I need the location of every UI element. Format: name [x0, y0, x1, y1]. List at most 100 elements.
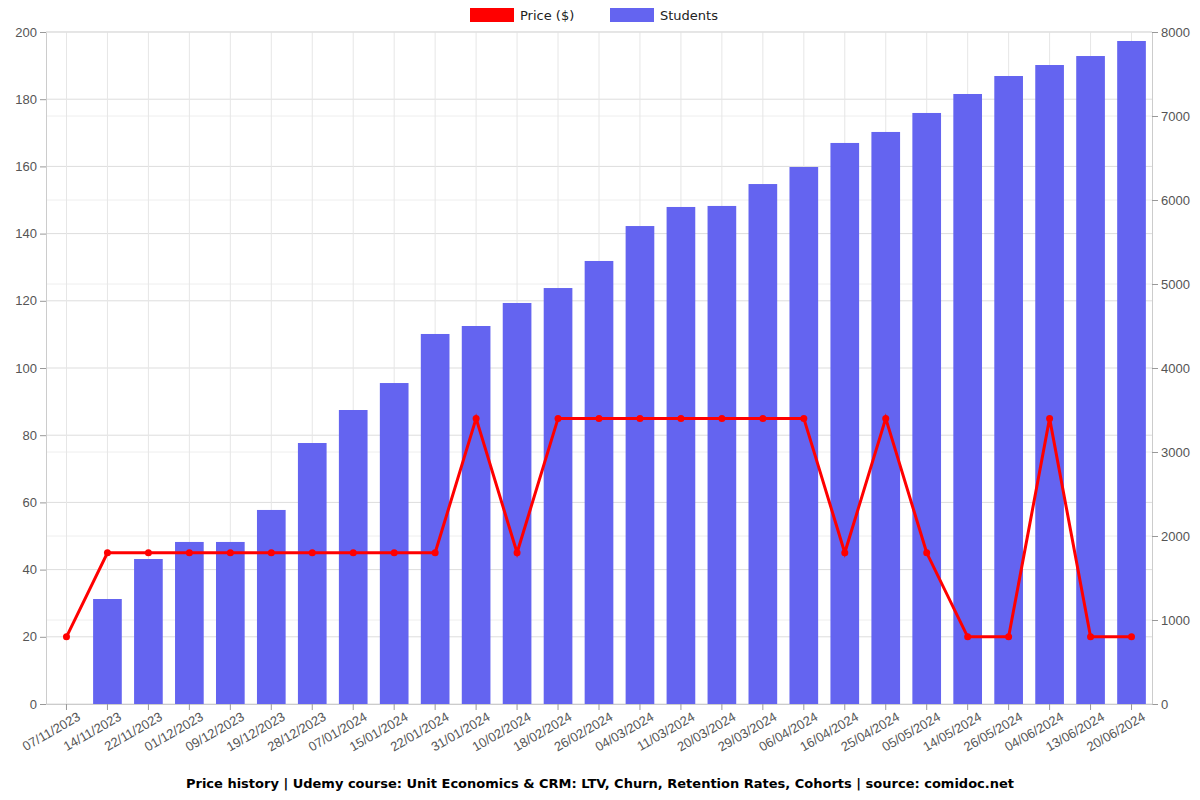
- tick-mark: [271, 704, 272, 710]
- tick-label: 6000: [1161, 193, 1190, 208]
- tick-mark: [353, 704, 354, 710]
- tick-mark: [803, 704, 804, 710]
- marker: [677, 415, 684, 422]
- tick: 80: [23, 428, 46, 443]
- tick-label: 3000: [1161, 445, 1190, 460]
- marker: [555, 415, 562, 422]
- tick-label: 2000: [1161, 529, 1190, 544]
- bar: [380, 383, 409, 704]
- tick-mark: [1049, 704, 1050, 710]
- bar: [134, 559, 163, 704]
- marker: [1046, 415, 1053, 422]
- tick: 180: [15, 92, 46, 107]
- tick-mark: [517, 704, 518, 710]
- legend-item: Students: [610, 8, 718, 23]
- tick-mark: [1152, 704, 1158, 705]
- bar: [830, 143, 859, 704]
- bar-series: [93, 41, 1146, 704]
- tick-label: 0: [1161, 697, 1168, 712]
- x-axis: 07/11/202314/11/202322/11/202301/12/2023…: [20, 704, 1153, 754]
- tick: 4000: [1152, 361, 1190, 376]
- marker: [268, 549, 275, 556]
- tick-label: 1000: [1161, 613, 1190, 628]
- marker: [186, 549, 193, 556]
- bar: [871, 132, 900, 704]
- marker: [104, 549, 111, 556]
- tick-mark: [967, 704, 968, 710]
- tick-mark: [1008, 704, 1009, 710]
- bar: [789, 167, 818, 704]
- bar: [667, 207, 696, 704]
- bar: [1035, 65, 1064, 704]
- marker: [882, 415, 889, 422]
- bar: [994, 76, 1023, 704]
- tick-mark: [312, 704, 313, 710]
- tick-mark: [40, 704, 46, 705]
- y2-axis: 0 1000 2000 3000 4000 5000 6000 7000 8000: [1152, 25, 1190, 712]
- tick-mark: [40, 368, 46, 369]
- grid: [46, 32, 1152, 704]
- marker: [63, 633, 70, 640]
- tick: 40: [23, 562, 46, 577]
- legend-label: Price ($): [520, 8, 574, 23]
- bar: [503, 303, 532, 704]
- legend-swatch: [610, 8, 654, 22]
- frame-top: [46, 32, 1152, 33]
- tick-mark: [394, 704, 395, 710]
- marker: [1087, 633, 1094, 640]
- grid-line-x: [66, 32, 67, 704]
- tick-mark: [1090, 704, 1091, 710]
- marker: [759, 415, 766, 422]
- tick: 20/06/2024: [1084, 704, 1148, 754]
- bar: [93, 599, 122, 704]
- tick-mark: [40, 234, 46, 235]
- tick: 8000: [1152, 25, 1190, 40]
- tick: 60: [23, 495, 46, 510]
- tick-mark: [40, 435, 46, 436]
- tick-mark: [1152, 368, 1158, 369]
- tick-mark: [40, 570, 46, 571]
- tick: 5000: [1152, 277, 1190, 292]
- tick-mark: [885, 704, 886, 710]
- tick: 120: [15, 293, 46, 308]
- tick-mark: [1152, 32, 1158, 33]
- marker: [596, 415, 603, 422]
- tick-mark: [1152, 620, 1158, 621]
- tick: 140: [15, 226, 46, 241]
- tick: 6000: [1152, 193, 1190, 208]
- marker: [227, 549, 234, 556]
- tick-mark: [40, 32, 46, 33]
- line: [66, 418, 1131, 636]
- tick-mark: [230, 704, 231, 710]
- tick-mark: [558, 704, 559, 710]
- tick-mark: [107, 704, 108, 710]
- marker: [350, 549, 357, 556]
- tick-label: 20/06/2024: [1084, 709, 1148, 755]
- legend: Price ($) Students: [470, 8, 718, 23]
- tick: 20: [23, 629, 46, 644]
- bar: [175, 542, 204, 704]
- tick-mark: [189, 704, 190, 710]
- bar: [626, 226, 655, 704]
- legend-swatch: [470, 8, 514, 22]
- bar: [544, 288, 573, 704]
- bar: [953, 94, 982, 704]
- tick-label: 7000: [1161, 109, 1190, 124]
- marker: [145, 549, 152, 556]
- tick-label: 0: [30, 697, 37, 712]
- marker: [636, 415, 643, 422]
- marker: [841, 549, 848, 556]
- tick-label: 4000: [1161, 361, 1190, 376]
- tick-mark: [40, 637, 46, 638]
- markers: [63, 415, 1135, 640]
- marker: [1128, 633, 1135, 640]
- tick-mark: [639, 704, 640, 710]
- tick-mark: [1152, 284, 1158, 285]
- tick: 3000: [1152, 445, 1190, 460]
- tick-mark: [1152, 116, 1158, 117]
- tick: 0: [1152, 697, 1168, 712]
- legend-label: Students: [660, 8, 718, 23]
- tick-mark: [476, 704, 477, 710]
- tick: 0: [30, 697, 46, 712]
- tick-mark: [680, 704, 681, 710]
